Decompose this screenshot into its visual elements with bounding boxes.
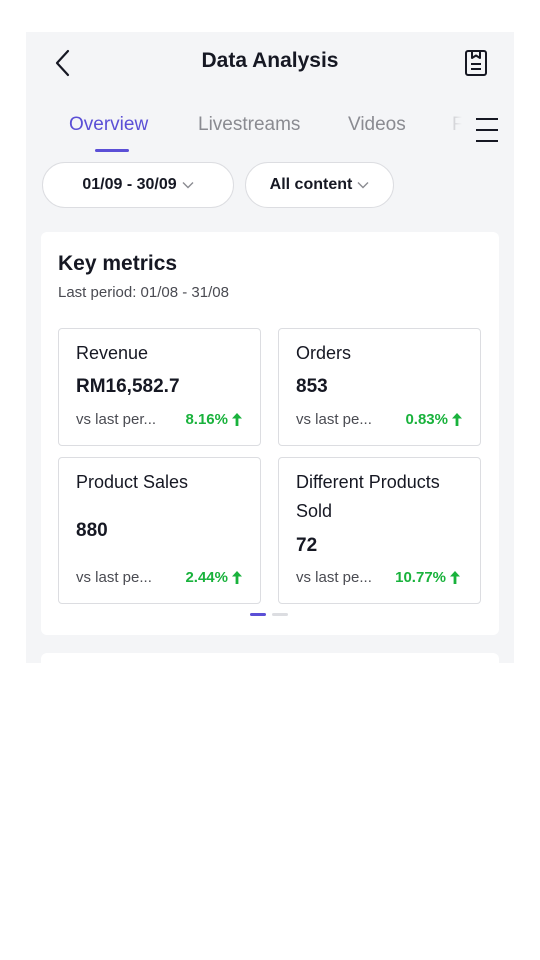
chevron-down-icon: [357, 182, 369, 189]
metric-name: Product Sales: [76, 472, 189, 492]
metric-compare-label: vs last pe...: [296, 411, 372, 428]
page-title: Data Analysis: [201, 49, 339, 72]
tab-livestreams[interactable]: Livestreams: [198, 114, 301, 135]
arrow-up-icon: [450, 571, 460, 584]
tab-videos[interactable]: Videos: [348, 114, 406, 135]
metric-change: 8.16%: [185, 411, 242, 428]
header: Data Analysis: [26, 32, 514, 92]
chevron-down-icon: [182, 182, 194, 189]
metric-name: Orders: [296, 343, 352, 363]
arrow-up-icon: [452, 413, 462, 426]
metric-change-value: 2.44%: [185, 569, 228, 586]
key-metrics-title: Key metrics: [58, 252, 178, 275]
page-indicator: [250, 613, 290, 617]
metric-change: 2.44%: [185, 569, 242, 586]
document-icon: [465, 50, 487, 76]
metric-value: 853: [296, 376, 328, 397]
arrow-up-icon: [232, 571, 242, 584]
metric-value: 880: [76, 520, 108, 541]
metric-change: 10.77%: [395, 569, 460, 586]
metric-card-different-products-sold[interactable]: Different Products Sold 72 vs last pe...…: [278, 457, 481, 604]
metric-value: RM16,582.7: [76, 376, 180, 397]
save-report-button[interactable]: [464, 49, 488, 77]
metric-compare-label: vs last pe...: [76, 569, 152, 586]
tab-bar: Overview Livestreams Videos F: [26, 110, 514, 158]
metric-compare-label: vs last per...: [76, 411, 157, 428]
metric-change-value: 10.77%: [395, 569, 446, 586]
last-period-label: Last period: 01/08 - 31/08: [58, 284, 229, 301]
metric-card-product-sales[interactable]: Product Sales 880 vs last pe... 2.44%: [58, 457, 261, 604]
page-dot-active: [250, 613, 266, 616]
content-type-dropdown[interactable]: All content: [245, 162, 394, 208]
date-range-value: 01/09 - 30/09: [82, 176, 177, 193]
metric-card-revenue[interactable]: Revenue RM16,582.7 vs last per... 8.16%: [58, 328, 261, 446]
metric-value: 72: [296, 535, 318, 556]
next-section-card: [41, 653, 499, 663]
metric-change-value: 0.83%: [405, 411, 448, 428]
metric-name: Revenue: [76, 343, 149, 363]
tabs-menu-button[interactable]: [462, 112, 502, 148]
metric-compare-label: vs last pe...: [296, 569, 372, 586]
tab-fade: [436, 110, 462, 150]
metric-change-value: 8.16%: [185, 411, 228, 428]
chevron-left-icon: [55, 49, 70, 77]
metric-name: Different Products Sold: [296, 472, 440, 521]
key-metrics-card: Key metrics Last period: 01/08 - 31/08 R…: [41, 232, 499, 635]
active-tab-indicator: [95, 149, 129, 152]
metric-change: 0.83%: [405, 411, 462, 428]
arrow-up-icon: [232, 413, 242, 426]
tab-overview[interactable]: Overview: [69, 114, 149, 135]
content-type-value: All content: [269, 176, 353, 193]
filter-bar: 01/09 - 30/09 All content: [26, 162, 514, 212]
data-analysis-screen: Data Analysis Overview Livestreams Video…: [26, 32, 514, 663]
back-button[interactable]: [52, 48, 76, 78]
page-dot: [272, 613, 288, 616]
date-range-dropdown[interactable]: 01/09 - 30/09: [42, 162, 234, 208]
metric-card-orders[interactable]: Orders 853 vs last pe... 0.83%: [278, 328, 481, 446]
